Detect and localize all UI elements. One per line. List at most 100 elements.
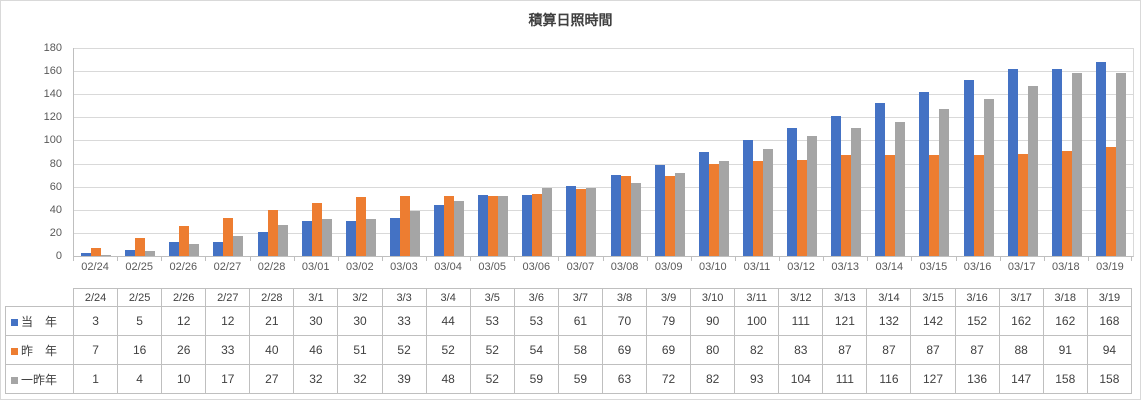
value-this-year-3/2: 30 xyxy=(337,306,383,336)
bar-last-year-3/13 xyxy=(841,155,852,256)
value-two-years-ago-3/14: 116 xyxy=(866,364,912,394)
x-tick xyxy=(1087,256,1089,261)
table-row-this-year: 当 年 3 5 12 12 21 30 30 33 44 53 53 61 70 79 90 100 111 121… xyxy=(5,306,1133,336)
bar-group-2/27 xyxy=(206,48,250,256)
value-this-year-3/1: 30 xyxy=(293,306,339,336)
legend-cell-this-year: 当 年 xyxy=(5,306,74,336)
value-two-years-ago-3/4: 48 xyxy=(425,364,471,394)
bar-this-year-3/16 xyxy=(963,80,974,256)
value-this-year-2/28: 21 xyxy=(249,306,295,336)
x-tick xyxy=(646,256,648,261)
value-last-year-3/4: 52 xyxy=(425,335,471,365)
table-date-header: 3/16 xyxy=(954,288,1000,307)
bar-last-year-3/6 xyxy=(532,193,543,256)
value-two-years-ago-3/9: 72 xyxy=(646,364,692,394)
value-two-years-ago-3/8: 63 xyxy=(601,364,648,394)
value-last-year-3/5: 52 xyxy=(469,335,515,365)
table-date-header: 3/15 xyxy=(910,288,956,307)
y-tick-label: 20 xyxy=(49,226,62,239)
bar-this-year-2/25 xyxy=(125,250,136,256)
x-tick xyxy=(999,256,1001,261)
plot-area xyxy=(73,48,1134,257)
value-this-year-3/13: 121 xyxy=(822,306,868,336)
bar-group-2/26 xyxy=(162,48,206,256)
value-this-year-3/3: 33 xyxy=(381,306,427,336)
bar-group-3/18 xyxy=(1045,48,1089,256)
bar-two-years-ago-3/10 xyxy=(718,161,729,256)
x-tick xyxy=(293,256,295,261)
value-this-year-3/4: 44 xyxy=(425,306,471,336)
bar-group-3/9 xyxy=(648,48,692,256)
value-last-year-3/7: 58 xyxy=(557,335,603,365)
bar-group-2/25 xyxy=(118,48,162,256)
x-axis-label: 03/17 xyxy=(1007,261,1036,273)
table-date-header: 3/6 xyxy=(513,288,559,307)
x-axis-label: 02/26 xyxy=(169,261,198,273)
value-two-years-ago-3/13: 111 xyxy=(822,364,868,394)
value-two-years-ago-2/25: 4 xyxy=(117,364,163,394)
table-date-header: 2/28 xyxy=(249,288,295,307)
x-axis-label: 02/27 xyxy=(213,261,242,273)
y-tick-label: 180 xyxy=(43,42,62,54)
bar-last-year-2/26 xyxy=(179,225,190,256)
bar-two-years-ago-3/1 xyxy=(321,219,332,256)
gridline xyxy=(74,232,1133,234)
bar-group-3/5 xyxy=(471,48,515,256)
bar-two-years-ago-3/12 xyxy=(807,135,818,256)
bar-two-years-ago-3/2 xyxy=(365,219,376,256)
legend-swatch-last-year xyxy=(11,347,18,355)
x-tick xyxy=(779,256,780,261)
value-last-year-3/14: 87 xyxy=(866,335,912,365)
table-date-header: 3/13 xyxy=(822,288,868,307)
bar-this-year-2/28 xyxy=(257,231,268,256)
value-this-year-3/7: 61 xyxy=(557,306,603,336)
legend-label-this-year: 当 年 xyxy=(21,314,58,329)
bar-last-year-2/28 xyxy=(267,209,278,256)
x-axis-label: 03/03 xyxy=(390,261,418,273)
gridline xyxy=(74,186,1133,188)
bar-two-years-ago-2/25 xyxy=(145,251,156,256)
value-two-years-ago-3/16: 136 xyxy=(954,364,1000,394)
value-last-year-3/19: 94 xyxy=(1086,335,1133,365)
value-two-years-ago-3/7: 59 xyxy=(557,364,603,394)
value-last-year-3/12: 83 xyxy=(778,335,824,365)
legend-cell-last-year: 昨 年 xyxy=(5,335,74,365)
table-date-header: 3/9 xyxy=(646,288,692,307)
x-tick xyxy=(1131,256,1132,261)
y-tick-label: 0 xyxy=(55,250,62,262)
bar-two-years-ago-3/4 xyxy=(454,200,465,256)
table-date-header: 3/11 xyxy=(734,288,780,307)
x-axis-label: 02/28 xyxy=(257,261,286,273)
bar-two-years-ago-3/5 xyxy=(498,195,509,256)
x-tick xyxy=(690,256,692,261)
bar-two-years-ago-2/27 xyxy=(233,236,244,256)
x-axis-label: 03/13 xyxy=(831,261,859,273)
x-tick xyxy=(249,256,251,261)
x-tick xyxy=(823,256,825,261)
bar-last-year-3/18 xyxy=(1061,150,1072,256)
table-date-header: 3/4 xyxy=(425,288,471,307)
value-two-years-ago-3/1: 32 xyxy=(293,364,339,394)
bar-group-3/3 xyxy=(383,48,427,256)
bar-group-2/28 xyxy=(251,48,295,256)
x-axis-label: 03/11 xyxy=(743,261,771,273)
bar-last-year-2/25 xyxy=(135,237,146,256)
value-last-year-2/24: 7 xyxy=(72,335,119,365)
gridline xyxy=(74,117,1133,119)
gridline xyxy=(74,140,1133,142)
bar-last-year-3/15 xyxy=(929,155,940,256)
value-two-years-ago-3/17: 147 xyxy=(998,364,1044,394)
bar-this-year-3/7 xyxy=(566,185,577,256)
bar-two-years-ago-2/28 xyxy=(277,224,288,256)
table-date-header: 2/26 xyxy=(161,288,207,307)
table-date-header: 3/5 xyxy=(469,288,515,307)
value-last-year-3/6: 54 xyxy=(513,335,559,365)
gridline xyxy=(74,48,1133,49)
x-tick xyxy=(337,256,339,261)
table-date-header: 3/1 xyxy=(293,288,339,307)
value-this-year-3/6: 53 xyxy=(513,306,559,336)
x-axis-label: 03/15 xyxy=(919,261,948,273)
value-two-years-ago-3/11: 93 xyxy=(734,364,780,394)
x-tick xyxy=(73,256,74,261)
